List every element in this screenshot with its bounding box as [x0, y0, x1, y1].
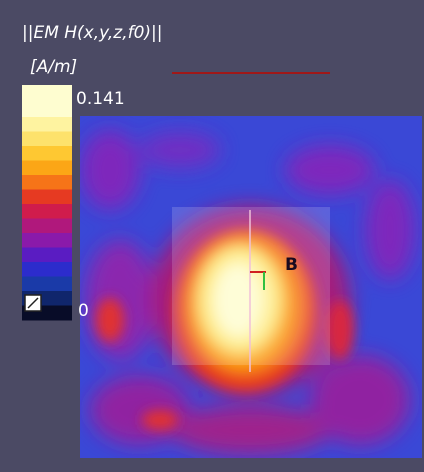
- field-map: B: [80, 116, 422, 458]
- colorbar-band: [22, 233, 72, 248]
- colorbar-band: [22, 131, 72, 147]
- legend-max: 0.141: [76, 89, 125, 109]
- colorbar-band: [22, 117, 72, 132]
- marker-label: B: [285, 255, 298, 275]
- legend-title: ||EM H(x,y,z,f0)||: [22, 23, 163, 43]
- colorbar: [22, 85, 72, 321]
- colorbar-band: [22, 204, 72, 219]
- colorbar-band: [22, 189, 72, 205]
- colorbar-band: [22, 218, 72, 234]
- colorbar-band: [22, 276, 72, 292]
- colorbar-band: [22, 247, 72, 263]
- colorbar-band: [22, 262, 72, 277]
- colorbar-band: [22, 160, 72, 176]
- legend-unit: [A/m]: [30, 57, 77, 77]
- colorbar-band: [22, 146, 72, 161]
- selection-box: [172, 207, 330, 365]
- colorbar-band: [22, 175, 72, 190]
- legend-min: 0: [78, 301, 89, 321]
- colorbar-icon-stroke: [27, 297, 39, 309]
- colorbar-band: [22, 85, 72, 118]
